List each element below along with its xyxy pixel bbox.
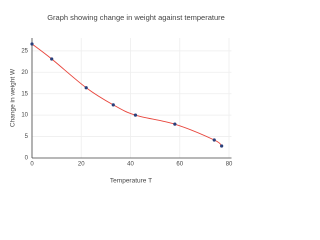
y-tick-label: 10 [21,113,28,119]
y-tick-label: 0 [25,156,29,162]
marker [212,138,216,142]
x-tick-label: 0 [30,162,34,168]
x-axis-title: Temperature T [110,178,152,185]
marker [30,42,34,46]
y-tick-label: 5 [25,134,29,140]
marker [50,57,54,61]
y-axis-title: Change in weight W [10,68,17,127]
marker [220,144,224,148]
x-tick-label: 40 [127,162,134,168]
x-tick-label: 80 [226,162,233,168]
marker [173,122,177,126]
marker [133,113,138,117]
line [31,43,222,147]
x-tick-label: 60 [176,162,183,168]
chart-title: Graph showing change in weight against t… [47,13,225,22]
marker [84,86,88,90]
y-tick-label: 20 [21,70,28,76]
chart: Graph showing change in weight against t… [10,13,233,185]
y-tick-label: 15 [21,91,28,97]
marker [111,103,115,107]
y-tick-label: 25 [21,48,28,54]
x-tick-label: 20 [78,162,85,168]
